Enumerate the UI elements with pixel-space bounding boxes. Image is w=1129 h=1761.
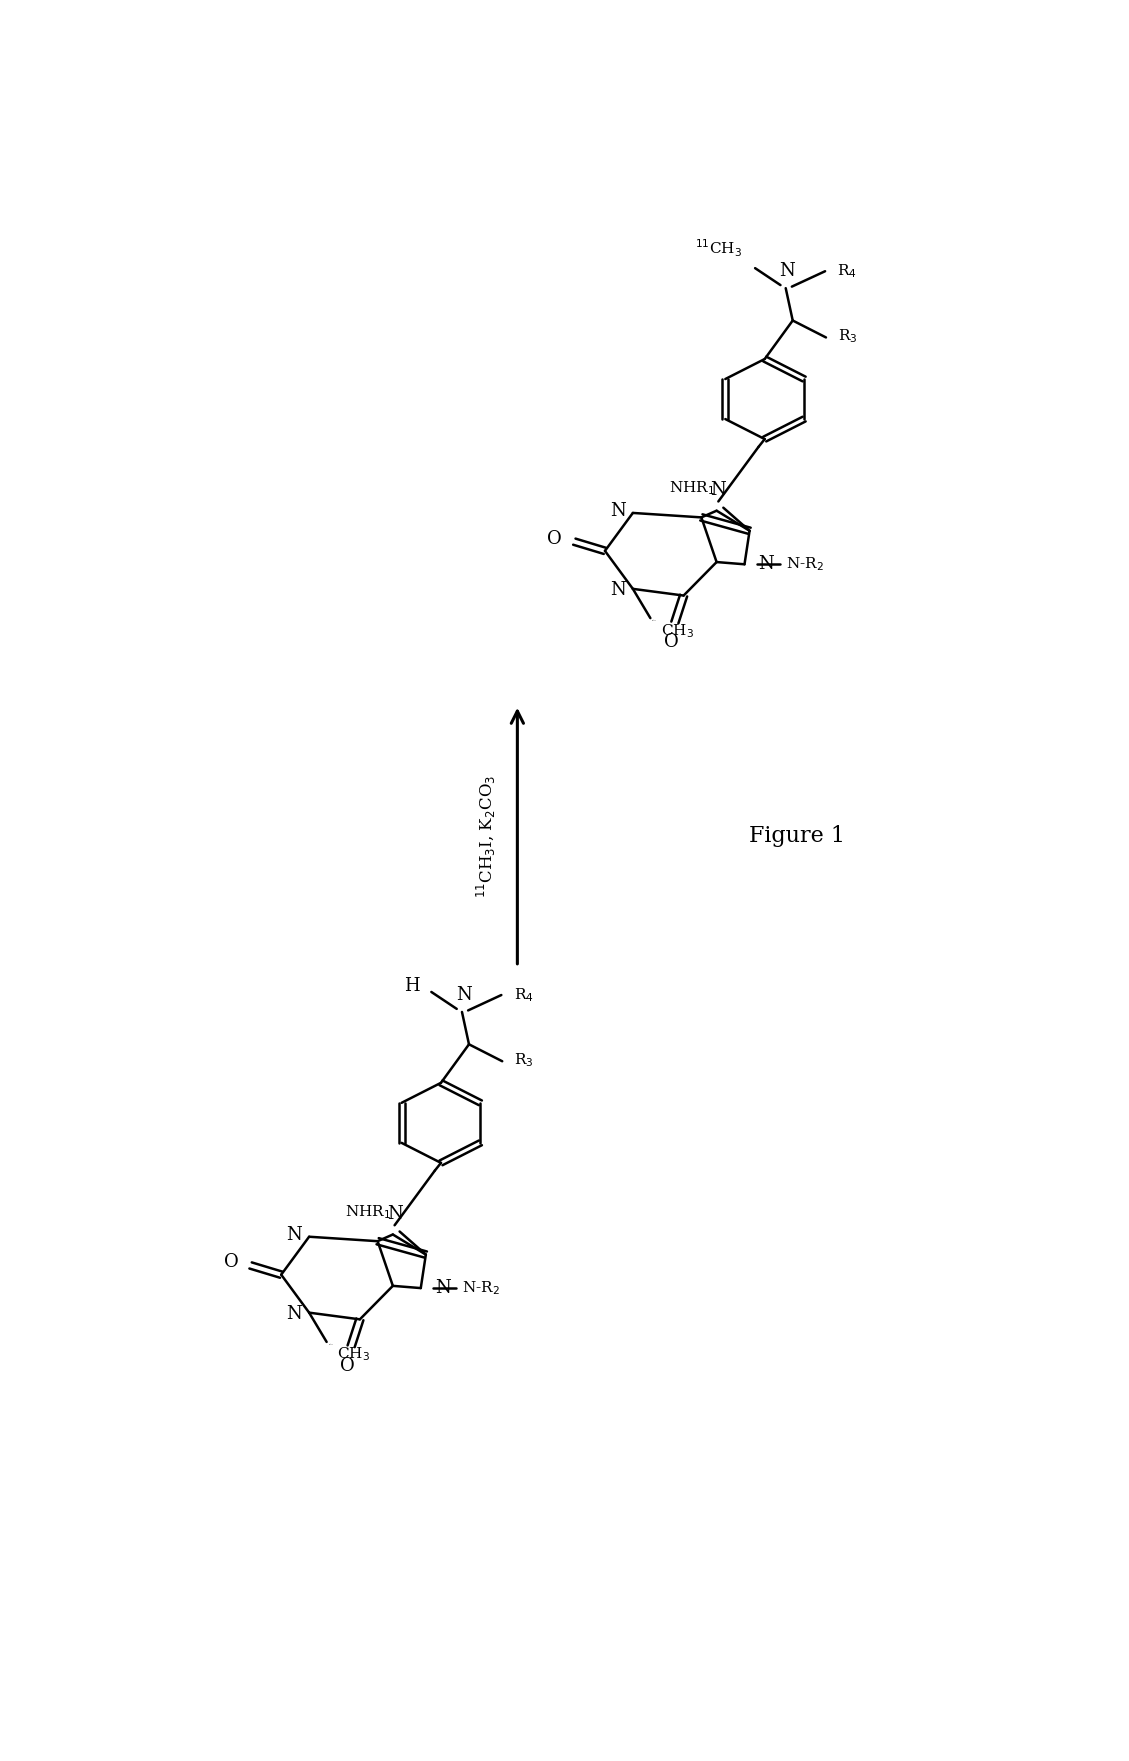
Text: N-R$_2$: N-R$_2$	[786, 555, 823, 572]
Text: NHR$_1$: NHR$_1$	[344, 1203, 391, 1220]
Text: R$_3$: R$_3$	[838, 328, 858, 345]
Text: $^{11}$CH$_3$I, K$_2$CO$_3$: $^{11}$CH$_3$I, K$_2$CO$_3$	[475, 775, 498, 898]
Text: O: O	[664, 634, 679, 652]
Text: R$_4$: R$_4$	[838, 262, 857, 280]
Text: N: N	[710, 481, 726, 498]
Text: N: N	[435, 1278, 450, 1298]
Text: H: H	[404, 977, 420, 995]
Text: N: N	[759, 555, 774, 574]
Text: $^{11}$CH$_3$: $^{11}$CH$_3$	[694, 238, 742, 259]
Text: CH$_3$: CH$_3$	[660, 622, 694, 639]
Text: O: O	[340, 1358, 355, 1375]
Text: CH$_3$: CH$_3$	[338, 1345, 370, 1363]
Text: N: N	[610, 581, 625, 599]
Text: N: N	[456, 986, 472, 1004]
Text: N: N	[780, 262, 795, 280]
Text: O: O	[548, 530, 562, 548]
Text: N: N	[287, 1305, 303, 1323]
Text: N: N	[287, 1226, 303, 1245]
Text: Figure 1: Figure 1	[750, 824, 846, 847]
Text: N: N	[610, 502, 625, 521]
Text: N: N	[387, 1205, 402, 1222]
Text: N-R$_2$: N-R$_2$	[462, 1278, 500, 1296]
Text: O: O	[224, 1254, 238, 1271]
Text: NHR$_1$: NHR$_1$	[668, 479, 715, 497]
Text: R$_4$: R$_4$	[514, 986, 533, 1004]
Text: R$_3$: R$_3$	[515, 1051, 534, 1069]
